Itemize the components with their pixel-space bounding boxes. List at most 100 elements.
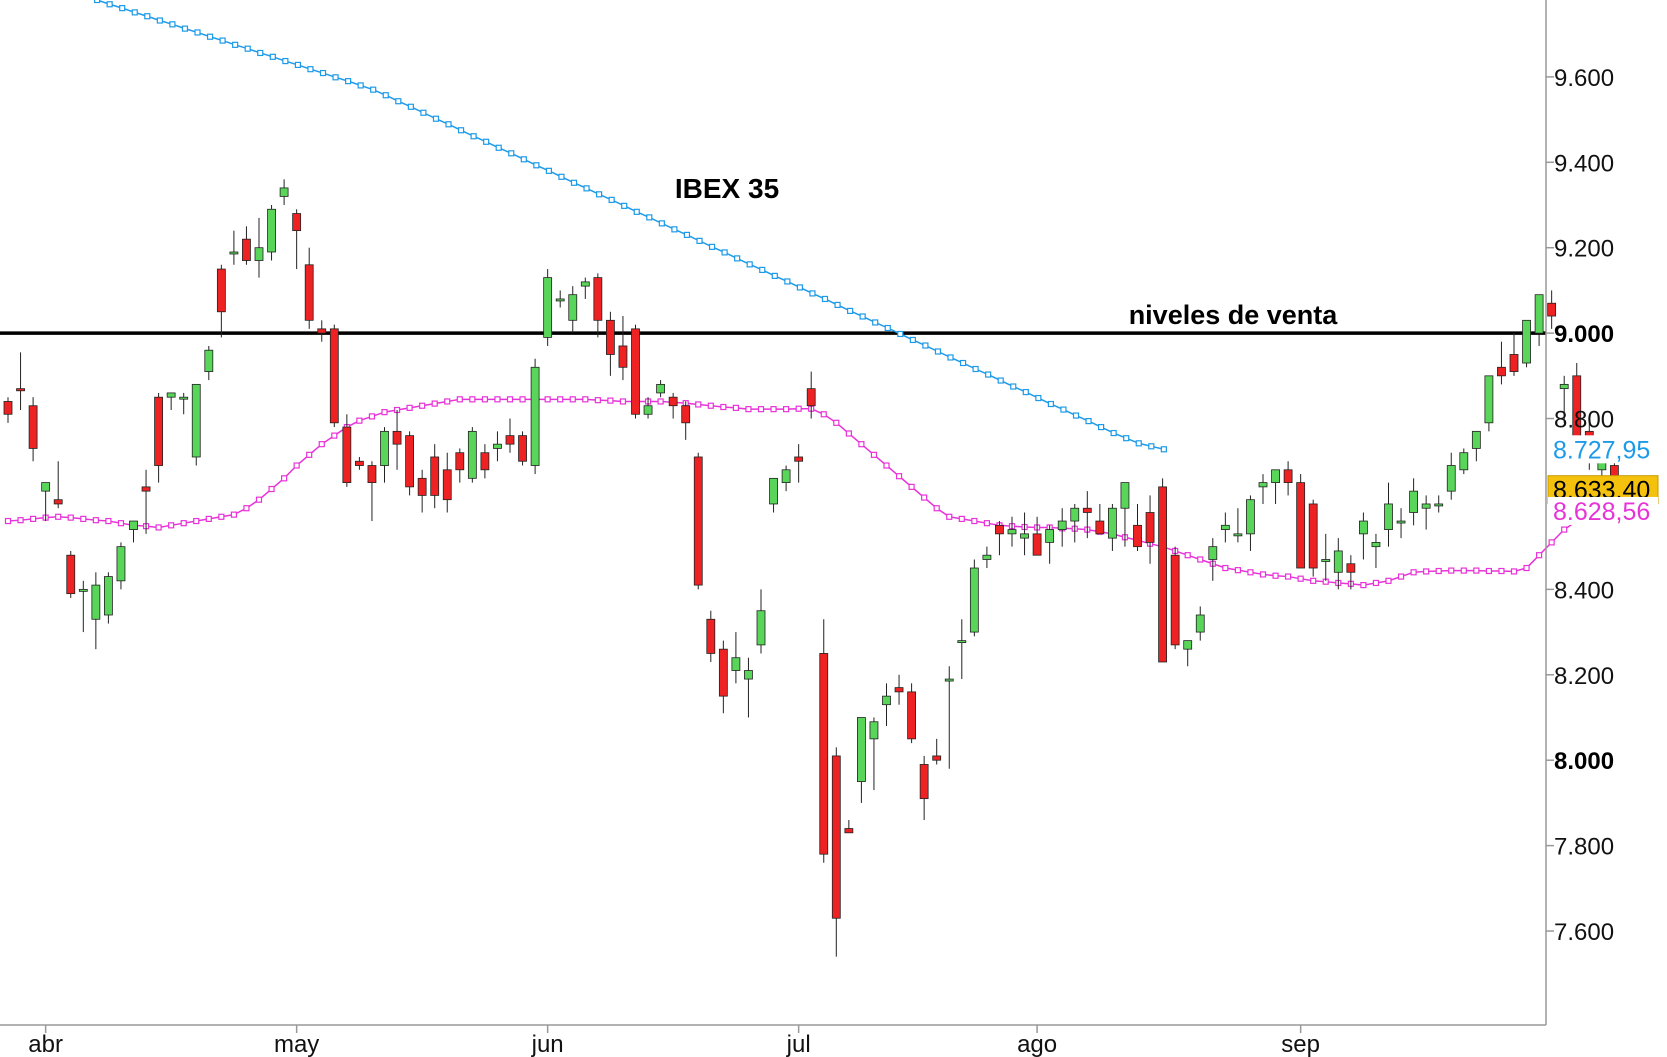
- trendline-point: [909, 336, 916, 344]
- x-tick-label: may: [274, 1031, 319, 1057]
- moving-average-point: [1297, 575, 1304, 582]
- moving-average-point: [1259, 571, 1267, 578]
- moving-average-point: [469, 396, 476, 403]
- moving-average-point: [1485, 567, 1493, 575]
- trendline-point: [244, 45, 251, 52]
- candle-up: [254, 247, 264, 261]
- candle-up: [78, 588, 88, 592]
- moving-average-point: [230, 511, 237, 518]
- trendline-point: [859, 313, 866, 320]
- candle-down: [442, 469, 452, 501]
- trendline-point: [194, 29, 201, 36]
- candle-up: [957, 640, 967, 644]
- moving-average-point: [30, 515, 37, 523]
- trendline-point: [156, 17, 163, 24]
- moving-average-point: [67, 514, 74, 521]
- moving-average-point: [657, 398, 664, 405]
- candle-up: [744, 670, 753, 680]
- candle-up: [568, 294, 578, 321]
- trendline-point: [294, 61, 302, 69]
- trendline-point: [232, 41, 239, 48]
- trendline-point: [621, 202, 628, 209]
- moving-average-point: [306, 451, 313, 458]
- candle-down: [3, 401, 13, 415]
- moving-average-point: [958, 515, 965, 523]
- trendline-point: [558, 173, 565, 180]
- candle-up: [580, 281, 590, 287]
- trendline-point: [1022, 388, 1029, 396]
- moving-average-point: [1385, 577, 1392, 584]
- moving-average-point: [117, 520, 125, 527]
- candle-up: [857, 717, 866, 782]
- moving-average-point: [193, 517, 200, 525]
- candle-up: [781, 469, 791, 484]
- moving-average-point: [55, 513, 62, 520]
- moving-average-point: [1397, 573, 1405, 580]
- candle-up: [543, 277, 553, 338]
- x-tick-label: jul: [786, 1031, 811, 1057]
- candle-down: [907, 691, 916, 740]
- candle-down: [1133, 524, 1142, 548]
- moving-average-point: [757, 406, 765, 413]
- y-tick-label: 8.000: [1554, 748, 1614, 775]
- candle-up: [1522, 319, 1531, 364]
- moving-average-point: [1423, 568, 1430, 575]
- moving-average-point: [1310, 577, 1317, 584]
- moving-average-point: [4, 517, 12, 525]
- moving-average-point: [707, 402, 714, 409]
- candle-down: [329, 328, 339, 424]
- moving-average-point: [519, 396, 526, 403]
- candle-up: [1220, 524, 1230, 530]
- moving-average-point: [845, 430, 852, 437]
- moving-average-point: [870, 451, 878, 458]
- candle-down: [681, 405, 691, 424]
- candle-up: [1070, 507, 1080, 522]
- candle-up: [380, 430, 389, 466]
- moving-average-point: [218, 513, 225, 520]
- candle-down: [405, 435, 415, 488]
- candle-up: [229, 251, 239, 255]
- trendline-point: [1123, 435, 1130, 442]
- candle-up: [104, 576, 113, 616]
- moving-average-point: [1247, 569, 1254, 576]
- moving-average-point: [506, 396, 514, 403]
- candle-down: [317, 328, 327, 334]
- trendline-point: [131, 9, 138, 16]
- trendline-point: [420, 109, 427, 116]
- trendline-point: [533, 162, 540, 169]
- moving-average-point: [745, 406, 752, 413]
- trendline-point: [746, 261, 753, 268]
- candle-down: [66, 554, 76, 595]
- candle-up: [1233, 533, 1243, 537]
- candle-up: [756, 610, 766, 646]
- candle-up: [129, 520, 138, 530]
- trendline-point: [784, 278, 791, 285]
- moving-average-point: [1234, 567, 1242, 574]
- trendline-point: [997, 377, 1004, 384]
- trendline-point: [1160, 446, 1167, 453]
- candle-down: [304, 264, 314, 321]
- candle-down: [28, 405, 38, 449]
- moving-average-point: [833, 419, 840, 426]
- trendline-point: [734, 255, 741, 262]
- moving-average-point: [92, 517, 99, 524]
- moving-average-point: [17, 517, 24, 524]
- trendline-point: [821, 295, 829, 303]
- y-tick-label: 7.800: [1554, 834, 1614, 861]
- candle-up: [944, 678, 954, 682]
- candle-up: [1020, 533, 1029, 539]
- moving-average-point: [1510, 568, 1518, 575]
- moving-average-point: [795, 405, 802, 412]
- moving-average-point: [933, 505, 940, 512]
- moving-average-point: [594, 397, 601, 404]
- trendline-point: [319, 69, 327, 77]
- candle-up: [969, 567, 979, 633]
- x-axis: abr may jun jul ago sep: [28, 1025, 1320, 1057]
- candle-down: [1346, 563, 1356, 573]
- candle-up: [1271, 469, 1280, 484]
- trendline-point: [257, 49, 264, 57]
- moving-average-point: [782, 406, 790, 413]
- moving-average-point: [243, 505, 250, 512]
- moving-average-point: [444, 398, 451, 405]
- candle-up: [279, 187, 289, 197]
